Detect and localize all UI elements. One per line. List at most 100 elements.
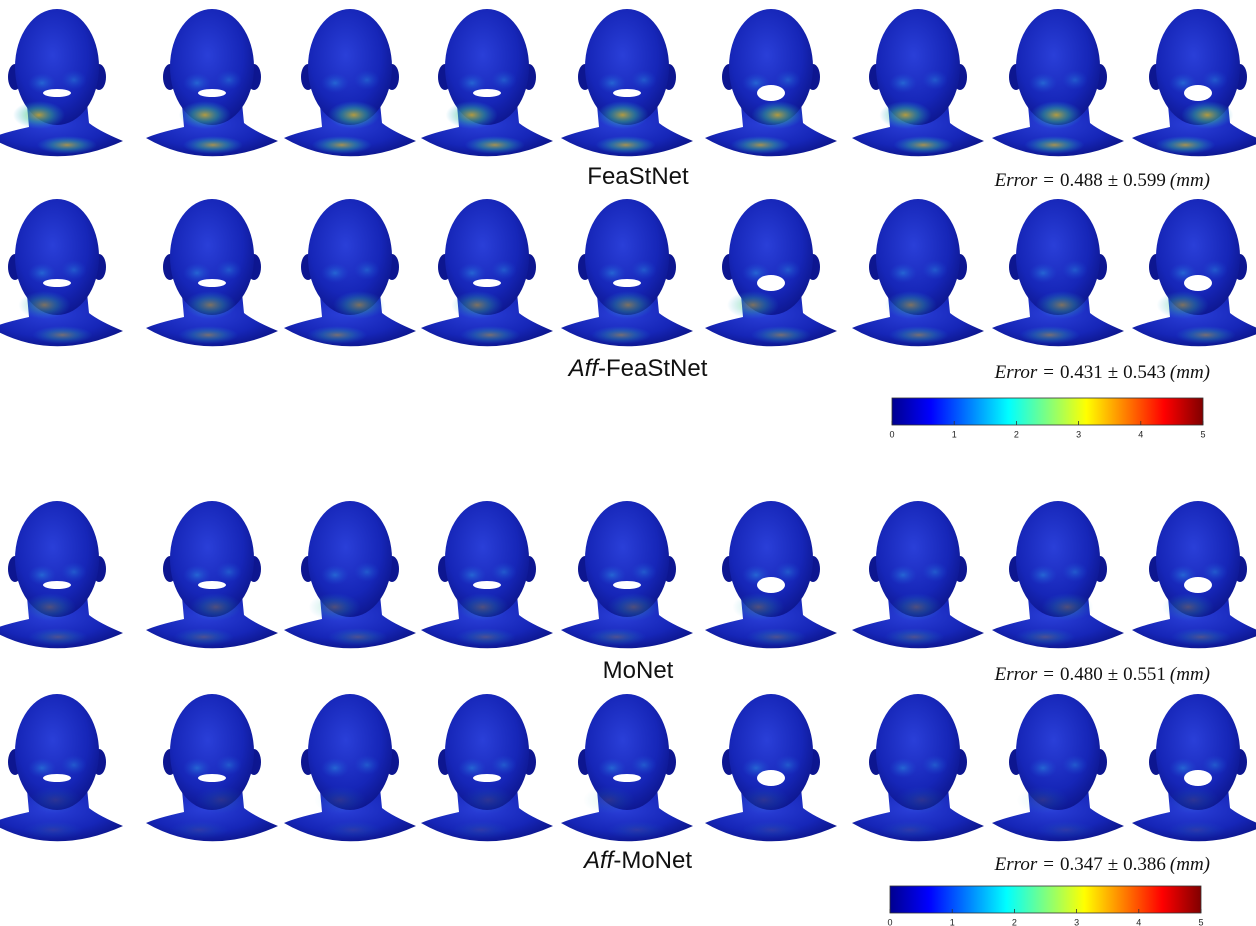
error-spot [323, 821, 384, 839]
method-prefix: Aff [567, 355, 601, 382]
error-spot [598, 263, 626, 283]
error-label: Error [994, 170, 1038, 191]
error-label: Error [994, 854, 1038, 875]
error-spot [458, 73, 486, 93]
mouth [198, 581, 226, 589]
error-text: Error = 0.347 ±0.386 (mm) [994, 854, 1210, 875]
neck [284, 788, 416, 842]
error-spot [462, 786, 515, 814]
error-spot [28, 73, 56, 93]
error-spot [1181, 101, 1234, 129]
skull [445, 501, 529, 617]
error-spot [1029, 565, 1057, 585]
error-spot [216, 70, 242, 90]
method-label: FeaStNet [587, 163, 689, 190]
head-render [852, 501, 984, 649]
error-relation: = [1043, 664, 1054, 685]
head-render [992, 199, 1124, 347]
error-spot [1202, 70, 1228, 90]
mouth [757, 275, 785, 291]
colorbar-tick-label: 5 [1200, 429, 1205, 439]
error-spot [13, 101, 65, 129]
error-spot [895, 786, 948, 814]
skull [876, 694, 960, 810]
error-spot [314, 786, 367, 814]
error-spot [1155, 136, 1216, 154]
mouth [613, 581, 641, 589]
error-spot [28, 758, 56, 778]
error-spot [456, 593, 509, 621]
head-render [561, 694, 693, 842]
error-mean: 0.431 [1060, 362, 1103, 383]
error-spot [491, 260, 517, 280]
error-spot [727, 291, 779, 319]
head-render [0, 199, 123, 347]
error-spot [1029, 758, 1057, 778]
error-spot [1030, 101, 1083, 129]
head-render [561, 501, 693, 649]
error-spot [775, 70, 801, 90]
method-name: -MoNet [613, 847, 692, 874]
error-spot [1015, 628, 1076, 646]
error-spot [889, 263, 917, 283]
error-spot [216, 260, 242, 280]
error-spot [596, 101, 649, 129]
skull [876, 501, 960, 617]
mouth [473, 581, 501, 589]
error-spot [889, 565, 917, 585]
colorbar-tick-label: 0 [889, 429, 894, 439]
neck [992, 103, 1124, 157]
method-label: Aff-MoNet [582, 847, 692, 874]
skull [729, 199, 813, 315]
error-std: 0.543 [1123, 362, 1166, 383]
error-spot [879, 101, 932, 129]
error-spot [607, 593, 660, 621]
method-name: -FeaStNet [598, 355, 708, 382]
skull [729, 694, 813, 810]
skull [445, 199, 529, 315]
error-spot [178, 101, 231, 129]
error-spot [1062, 562, 1088, 582]
skull [729, 9, 813, 125]
error-pm: ± [1108, 664, 1118, 685]
mouth [1184, 85, 1212, 101]
error-spot [321, 73, 349, 93]
head-render [852, 199, 984, 347]
colorbar-tick-label: 3 [1076, 429, 1081, 439]
error-spot [889, 758, 917, 778]
mouth [757, 770, 785, 786]
skull [445, 9, 529, 125]
skull [15, 501, 99, 617]
skull [1016, 501, 1100, 617]
error-spot [173, 628, 234, 646]
error-spot [1029, 73, 1057, 93]
error-text: Error = 0.431 ±0.543 (mm) [994, 362, 1210, 383]
error-unit: (mm) [1170, 664, 1210, 685]
error-spot [451, 821, 512, 839]
head-render [0, 9, 123, 157]
error-spot [307, 326, 368, 344]
error-pm: ± [1108, 170, 1118, 191]
skull [729, 501, 813, 617]
colorbar [889, 885, 1202, 914]
error-spot [354, 755, 380, 775]
error-spot [732, 593, 785, 621]
error-spot [29, 786, 82, 814]
mouth [43, 581, 71, 589]
colorbar-tick-label: 0 [887, 917, 892, 926]
error-spot [491, 755, 517, 775]
skull [1016, 199, 1100, 315]
error-spot [631, 260, 657, 280]
colorbar-tick-label: 1 [952, 429, 957, 439]
mouth [613, 279, 641, 287]
neck [852, 595, 984, 649]
error-spot [595, 136, 656, 154]
colorbar-tick-label: 4 [1138, 429, 1143, 439]
method-name: FeaStNet [587, 163, 689, 190]
error-spot [354, 562, 380, 582]
error-spot [1016, 786, 1069, 814]
error-spot [1035, 821, 1096, 839]
head-render [421, 199, 553, 347]
